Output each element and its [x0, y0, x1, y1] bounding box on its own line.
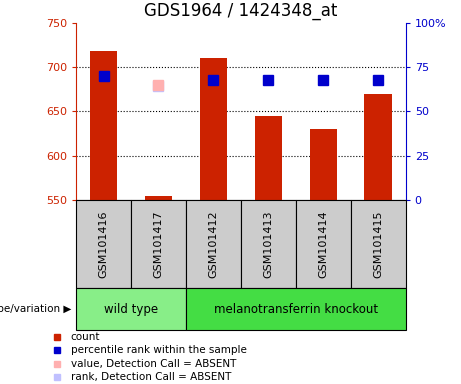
Text: GSM101412: GSM101412 [208, 210, 219, 278]
Text: GSM101415: GSM101415 [373, 210, 383, 278]
Text: GSM101416: GSM101416 [99, 210, 108, 278]
Text: wild type: wild type [104, 303, 158, 316]
Text: genotype/variation ▶: genotype/variation ▶ [0, 304, 71, 314]
Text: melanotransferrin knockout: melanotransferrin knockout [214, 303, 378, 316]
Text: percentile rank within the sample: percentile rank within the sample [71, 345, 247, 356]
Bar [186, 288, 406, 330]
Title: GDS1964 / 1424348_at: GDS1964 / 1424348_at [144, 2, 337, 20]
Text: value, Detection Call = ABSENT: value, Detection Call = ABSENT [71, 359, 236, 369]
Text: rank, Detection Call = ABSENT: rank, Detection Call = ABSENT [71, 372, 231, 382]
Bar [309, 129, 337, 200]
Bar [241, 200, 296, 288]
Bar [76, 288, 186, 330]
Bar [200, 58, 227, 200]
Bar [76, 200, 131, 288]
Text: GSM101413: GSM101413 [263, 210, 273, 278]
Text: GSM101414: GSM101414 [318, 210, 328, 278]
Bar [351, 200, 406, 288]
Text: count: count [71, 332, 100, 342]
Bar [131, 200, 186, 288]
Text: GSM101417: GSM101417 [154, 210, 164, 278]
Bar [365, 94, 392, 200]
Bar [186, 200, 241, 288]
Bar [145, 196, 172, 200]
Bar [296, 200, 351, 288]
Bar [90, 51, 117, 200]
Bar [254, 116, 282, 200]
